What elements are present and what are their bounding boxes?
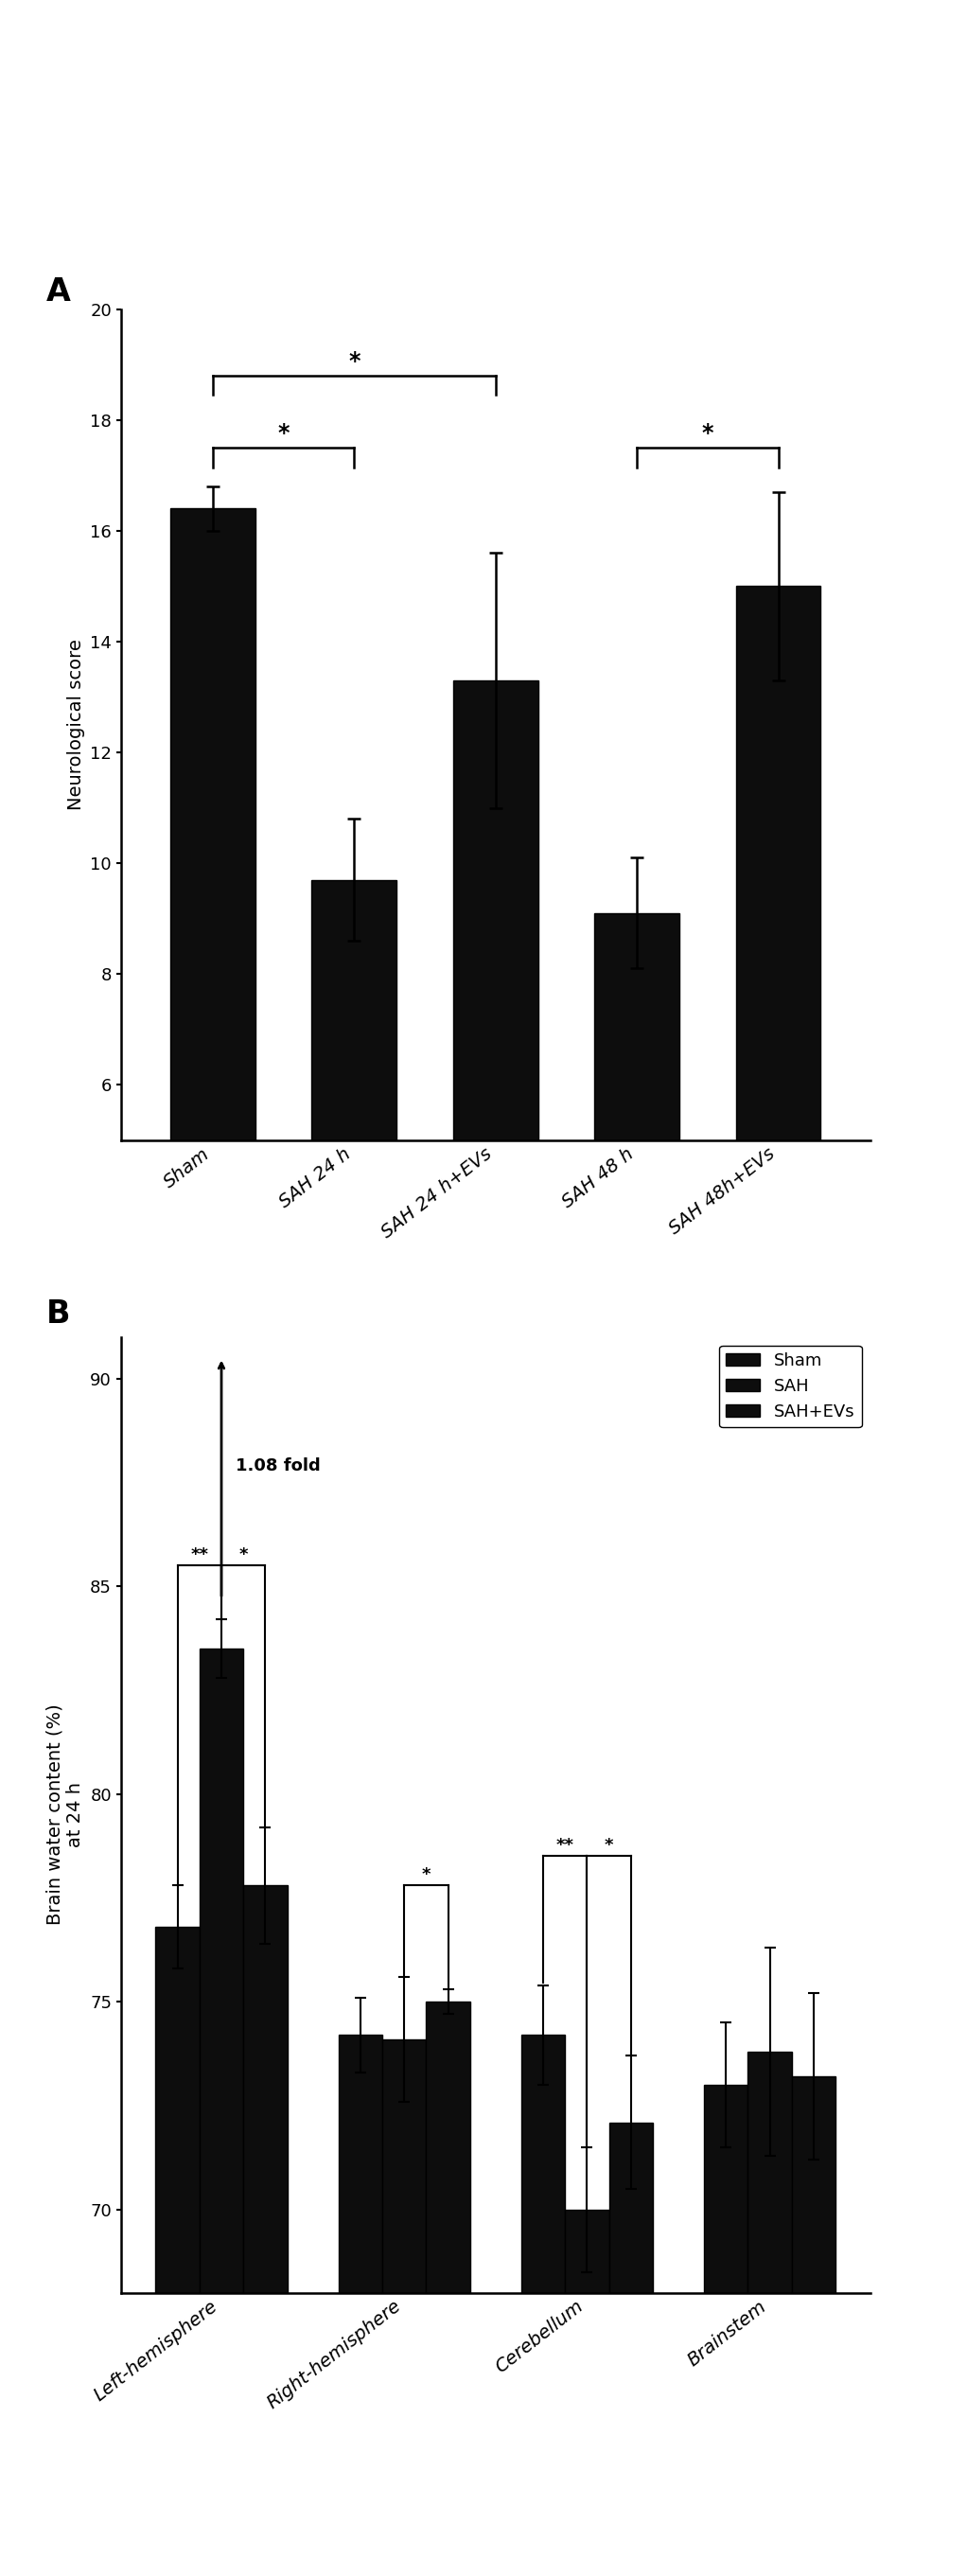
Text: A: A: [46, 276, 71, 307]
Text: *: *: [604, 1837, 613, 1855]
Y-axis label: Neurological score: Neurological score: [67, 639, 85, 811]
Bar: [311, 881, 396, 1417]
Bar: [338, 2035, 382, 2576]
Bar: [382, 2040, 426, 2576]
Bar: [565, 2210, 609, 2576]
Text: *: *: [278, 422, 289, 446]
Bar: [747, 2050, 792, 2576]
Bar: [609, 2123, 653, 2576]
Legend: Sham, SAH, SAH+EVs: Sham, SAH, SAH+EVs: [719, 1345, 862, 1427]
Bar: [170, 507, 255, 1417]
Text: B: B: [46, 1298, 70, 1329]
Text: *: *: [239, 1546, 248, 1564]
Bar: [704, 2084, 747, 2576]
Text: *: *: [702, 422, 714, 446]
Text: *: *: [348, 350, 360, 374]
Bar: [244, 1886, 287, 2576]
Bar: [426, 2002, 470, 2576]
Text: **: **: [556, 1837, 574, 1855]
Bar: [199, 1649, 244, 2576]
Y-axis label: Brain water content (%)
at 24 h: Brain water content (%) at 24 h: [45, 1705, 85, 1924]
Bar: [595, 912, 680, 1417]
Bar: [736, 587, 821, 1417]
Text: *: *: [422, 1865, 430, 1883]
Bar: [454, 680, 538, 1417]
Text: **: **: [190, 1546, 209, 1564]
Bar: [521, 2035, 565, 2576]
Bar: [156, 1927, 199, 2576]
Bar: [792, 2076, 835, 2576]
Text: 1.08 fold: 1.08 fold: [236, 1458, 321, 1473]
